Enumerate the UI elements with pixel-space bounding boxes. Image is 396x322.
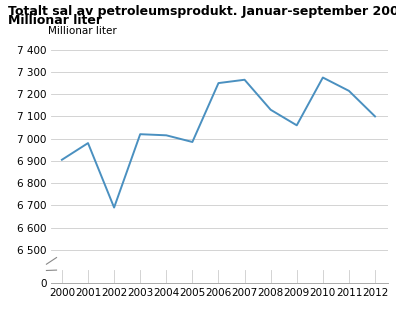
Text: Millionar liter: Millionar liter <box>48 26 117 36</box>
Text: Totalt sal av petroleumsprodukt. Januar-september 2000-2012.: Totalt sal av petroleumsprodukt. Januar-… <box>8 5 396 18</box>
Text: Millionar liter: Millionar liter <box>8 14 102 27</box>
